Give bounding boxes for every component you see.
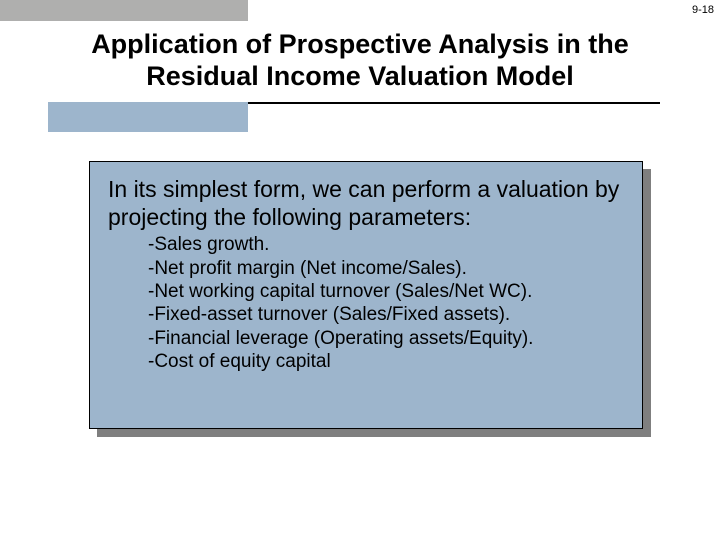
parameter-list: -Sales growth. -Net profit margin (Net i… xyxy=(108,233,624,373)
title-underline-accent xyxy=(48,102,248,132)
list-item: -Fixed-asset turnover (Sales/Fixed asset… xyxy=(148,303,624,326)
slide-number: 9-18 xyxy=(692,4,714,16)
list-item: -Net working capital turnover (Sales/Net… xyxy=(148,280,624,303)
list-item: -Cost of equity capital xyxy=(148,350,624,373)
decorative-top-stripe xyxy=(0,0,248,21)
list-item: -Sales growth. xyxy=(148,233,624,256)
content-intro: In its simplest form, we can perform a v… xyxy=(108,176,624,231)
slide-title: Application of Prospective Analysis in t… xyxy=(48,28,672,93)
content-box: In its simplest form, we can perform a v… xyxy=(89,161,643,429)
title-underline-line xyxy=(248,102,660,104)
list-item: -Financial leverage (Operating assets/Eq… xyxy=(148,327,624,350)
list-item: -Net profit margin (Net income/Sales). xyxy=(148,257,624,280)
title-underline xyxy=(48,102,660,132)
